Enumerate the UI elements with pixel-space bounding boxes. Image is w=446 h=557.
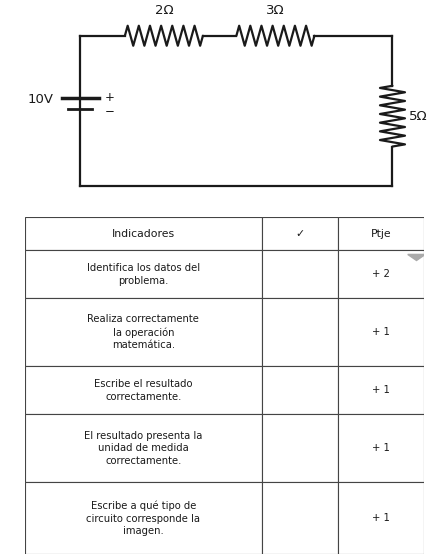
Text: + 1: + 1 (372, 385, 390, 395)
Text: ✓: ✓ (295, 229, 305, 239)
Bar (262, 482, 338, 554)
Text: + 1: + 1 (372, 443, 390, 453)
Bar (25, 298, 262, 367)
Text: Ptje: Ptje (371, 229, 391, 239)
Bar (262, 298, 338, 367)
Bar (338, 217, 424, 251)
Text: 5Ω: 5Ω (409, 110, 428, 123)
Bar (25, 251, 262, 298)
Text: 2Ω: 2Ω (155, 4, 173, 17)
Bar (25, 482, 262, 554)
Bar (25, 367, 262, 414)
Bar (25, 414, 262, 482)
Text: Escribe a qué tipo de
circuito corresponde la
imagen.: Escribe a qué tipo de circuito correspon… (86, 500, 200, 536)
Bar (25, 217, 262, 251)
Text: +: + (104, 91, 114, 104)
Text: Escribe el resultado
correctamente.: Escribe el resultado correctamente. (94, 379, 193, 402)
Text: + 1: + 1 (372, 328, 390, 338)
Bar (262, 414, 338, 482)
Bar (262, 217, 338, 251)
Bar (338, 367, 424, 414)
Bar (338, 414, 424, 482)
Bar (262, 367, 338, 414)
Text: Realiza correctamente
la operación
matemática.: Realiza correctamente la operación matem… (87, 314, 199, 350)
Text: −: − (104, 105, 114, 118)
Bar (262, 251, 338, 298)
Bar (338, 251, 424, 298)
Bar (338, 482, 424, 554)
Text: El resultado presenta la
unidad de medida
correctamente.: El resultado presenta la unidad de medid… (84, 431, 202, 466)
Text: 10V: 10V (28, 93, 54, 106)
Polygon shape (408, 255, 425, 261)
Text: Indicadores: Indicadores (112, 229, 175, 239)
Text: + 2: + 2 (372, 270, 390, 279)
Bar (338, 298, 424, 367)
Text: 3Ω: 3Ω (266, 4, 285, 17)
Text: Identifica los datos del
problema.: Identifica los datos del problema. (87, 263, 200, 286)
Text: + 1: + 1 (372, 514, 390, 524)
